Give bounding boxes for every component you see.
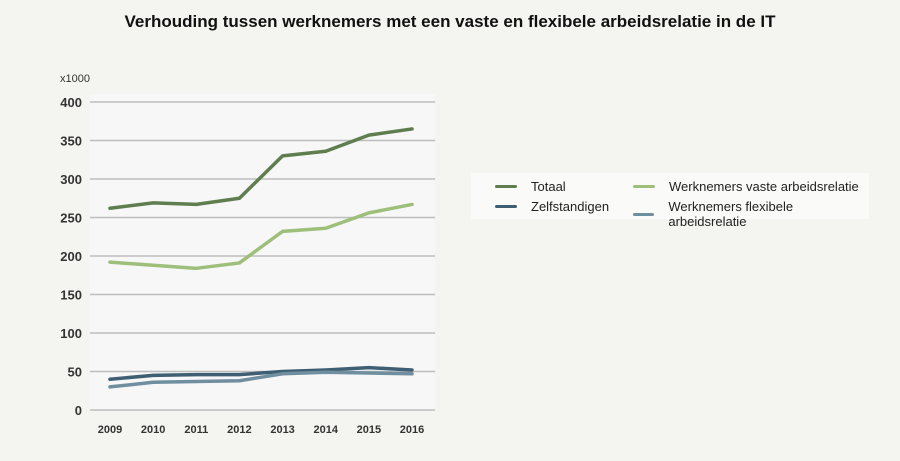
y-tick-label: 100 bbox=[60, 326, 82, 341]
y-tick-label: 200 bbox=[60, 249, 82, 264]
legend: Totaal Zelfstandigen Werknemers vaste ar… bbox=[471, 173, 869, 229]
y-tick-label: 400 bbox=[60, 95, 82, 110]
legend-swatch bbox=[495, 205, 517, 208]
legend-swatch bbox=[633, 185, 655, 188]
legend-label: Werknemers vaste arbeidsrelatie bbox=[669, 179, 859, 194]
x-tick-label: 2013 bbox=[270, 424, 294, 436]
plot-area bbox=[90, 94, 435, 410]
legend-label: Zelfstandigen bbox=[531, 199, 610, 214]
series-line-3 bbox=[108, 370, 414, 389]
series-line-1 bbox=[108, 202, 414, 271]
y-axis-unit: x1000 bbox=[60, 73, 90, 85]
y-tick-label: 350 bbox=[60, 134, 82, 149]
legend-label: Totaal bbox=[531, 179, 566, 194]
x-tick-label: 2012 bbox=[227, 424, 251, 436]
x-tick-label: 2009 bbox=[98, 424, 122, 436]
legend-swatch bbox=[495, 185, 517, 188]
x-tick-label: 2015 bbox=[357, 424, 381, 436]
y-tick-label: 300 bbox=[60, 172, 82, 187]
legend-item-flexibele: Werknemers flexibele arbeidsrelatie bbox=[633, 199, 869, 229]
y-tick-label: 0 bbox=[75, 403, 82, 418]
legend-swatch bbox=[633, 212, 655, 216]
legend-label: Werknemers flexibele arbeidsrelatie bbox=[668, 199, 794, 229]
chart-title: Verhouding tussen werknemers met een vas… bbox=[124, 12, 776, 31]
y-tick-label: 250 bbox=[60, 211, 82, 226]
legend-item-totaal: Totaal bbox=[495, 179, 566, 194]
x-tick-label: 2010 bbox=[141, 424, 165, 436]
legend-item-zelfstandigen: Zelfstandigen bbox=[495, 199, 609, 214]
series-line-2 bbox=[108, 365, 414, 381]
x-tick-label: 2016 bbox=[400, 424, 424, 436]
x-tick-label: 2014 bbox=[313, 424, 338, 436]
y-tick-label: 50 bbox=[68, 365, 82, 380]
y-tick-label: 150 bbox=[60, 288, 82, 303]
series-line-0 bbox=[108, 127, 414, 211]
x-tick-label: 2011 bbox=[184, 424, 208, 436]
legend-item-vaste: Werknemers vaste arbeidsrelatie bbox=[633, 179, 859, 194]
